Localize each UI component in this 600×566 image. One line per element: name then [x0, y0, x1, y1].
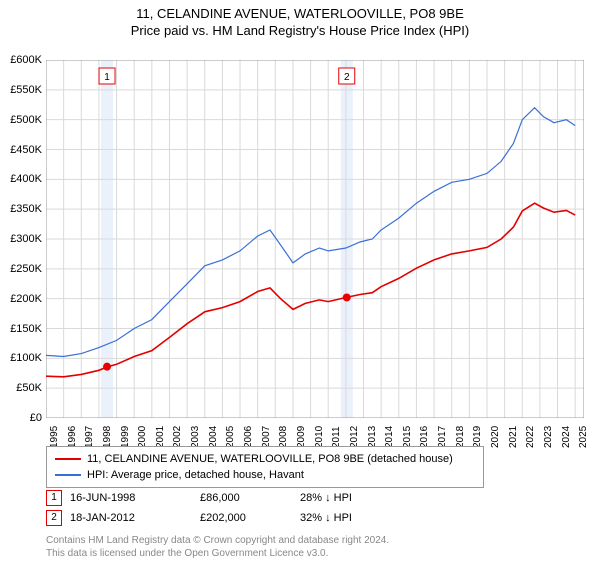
x-tick-label: 1995: [49, 426, 60, 448]
x-tick-label: 2009: [296, 426, 307, 448]
x-tick-label: 2016: [419, 426, 430, 448]
x-tick-label: 2000: [137, 426, 148, 448]
x-tick-label: 2019: [472, 426, 483, 448]
footer: Contains HM Land Registry data © Crown c…: [46, 534, 389, 560]
x-tick-label: 2018: [455, 426, 466, 448]
footer-line: This data is licensed under the Open Gov…: [46, 547, 389, 560]
legend-row: 11, CELANDINE AVENUE, WATERLOOVILLE, PO8…: [55, 451, 475, 467]
legend-row: HPI: Average price, detached house, Hava…: [55, 467, 475, 483]
x-tick-label: 1998: [102, 426, 113, 448]
transaction-date: 18-JAN-2012: [70, 512, 200, 524]
legend: 11, CELANDINE AVENUE, WATERLOOVILLE, PO8…: [46, 446, 484, 488]
x-tick-label: 2002: [172, 426, 183, 448]
x-tick-label: 2004: [208, 426, 219, 448]
x-tick-label: 2007: [261, 426, 272, 448]
y-tick-label: £400K: [0, 173, 42, 185]
x-tick-label: 2024: [561, 426, 572, 448]
transaction-hpi: 28% ↓ HPI: [300, 492, 420, 504]
y-tick-label: £550K: [0, 84, 42, 96]
transaction-price: £202,000: [200, 512, 300, 524]
x-tick-label: 2003: [190, 426, 201, 448]
x-tick-label: 2023: [543, 426, 554, 448]
transaction-row: 1 16-JUN-1998 £86,000 28% ↓ HPI: [46, 490, 420, 506]
x-tick-label: 2025: [578, 426, 589, 448]
legend-swatch: [55, 474, 81, 476]
x-tick-label: 2006: [243, 426, 254, 448]
y-tick-label: £200K: [0, 293, 42, 305]
transaction-hpi: 32% ↓ HPI: [300, 512, 420, 524]
x-tick-label: 2013: [367, 426, 378, 448]
arrow-down-icon: ↓: [325, 492, 331, 504]
x-tick-label: 1996: [67, 426, 78, 448]
x-tick-label: 2011: [331, 426, 342, 448]
legend-label: 11, CELANDINE AVENUE, WATERLOOVILLE, PO8…: [87, 453, 453, 465]
x-tick-label: 1997: [84, 426, 95, 448]
legend-label: HPI: Average price, detached house, Hava…: [87, 469, 304, 481]
x-tick-label: 2015: [402, 426, 413, 448]
transaction-row: 2 18-JAN-2012 £202,000 32% ↓ HPI: [46, 510, 420, 526]
chart-container: 11, CELANDINE AVENUE, WATERLOOVILLE, PO8…: [0, 6, 600, 566]
transaction-date: 16-JUN-1998: [70, 492, 200, 504]
x-tick-label: 2014: [384, 426, 395, 448]
chart-svg: 12: [46, 60, 584, 418]
x-tick-label: 2008: [278, 426, 289, 448]
x-tick-label: 2020: [490, 426, 501, 448]
y-tick-label: £600K: [0, 54, 42, 66]
y-tick-label: £150K: [0, 323, 42, 335]
chart-subtitle: Price paid vs. HM Land Registry's House …: [0, 23, 600, 38]
transaction-price: £86,000: [200, 492, 300, 504]
legend-swatch: [55, 458, 81, 460]
y-tick-label: £100K: [0, 352, 42, 364]
y-tick-label: £450K: [0, 144, 42, 156]
svg-text:1: 1: [104, 72, 110, 83]
y-tick-label: £300K: [0, 233, 42, 245]
y-tick-label: £350K: [0, 203, 42, 215]
x-tick-label: 2010: [314, 426, 325, 448]
x-tick-label: 2022: [525, 426, 536, 448]
y-tick-label: £250K: [0, 263, 42, 275]
transaction-marker-icon: 2: [46, 510, 62, 526]
y-tick-label: £50K: [0, 382, 42, 394]
chart-title: 11, CELANDINE AVENUE, WATERLOOVILLE, PO8…: [0, 6, 600, 21]
arrow-down-icon: ↓: [325, 512, 331, 524]
x-tick-label: 2012: [349, 426, 360, 448]
svg-text:2: 2: [344, 72, 350, 83]
x-tick-label: 2005: [225, 426, 236, 448]
x-tick-label: 2021: [508, 426, 519, 448]
y-tick-label: £500K: [0, 114, 42, 126]
x-tick-label: 2017: [437, 426, 448, 448]
y-tick-label: £0: [0, 412, 42, 424]
x-tick-label: 2001: [155, 426, 166, 448]
chart-plot-area: 12: [46, 60, 584, 418]
transaction-marker-icon: 1: [46, 490, 62, 506]
x-tick-label: 1999: [120, 426, 131, 448]
footer-line: Contains HM Land Registry data © Crown c…: [46, 534, 389, 547]
